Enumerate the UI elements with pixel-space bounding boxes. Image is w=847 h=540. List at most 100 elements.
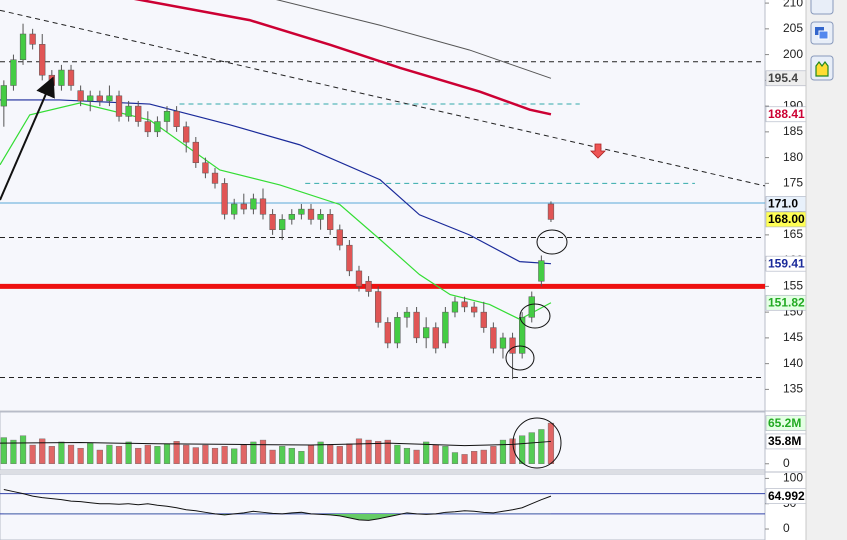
volume-bar bbox=[547, 422, 555, 464]
y-tick-label: 185 bbox=[783, 124, 803, 138]
candle-body bbox=[0, 85, 7, 107]
candle-body bbox=[499, 337, 507, 349]
y-tick-label: 135 bbox=[783, 382, 803, 396]
volume-bar bbox=[87, 442, 94, 464]
y-tick-label: 145 bbox=[783, 330, 803, 344]
volume-bar bbox=[67, 444, 75, 464]
candle-body bbox=[29, 33, 36, 45]
volume-bar bbox=[58, 441, 65, 464]
toolbar bbox=[805, 0, 847, 540]
price-panel bbox=[0, 0, 765, 410]
candle-body bbox=[327, 214, 334, 230]
volume-bar bbox=[461, 454, 468, 464]
volume-bar bbox=[413, 449, 420, 464]
volume-bar bbox=[19, 435, 27, 464]
volume-bar bbox=[144, 444, 151, 464]
moving-average-line bbox=[0, 99, 551, 265]
volume-bar bbox=[115, 446, 123, 464]
candle-body bbox=[231, 203, 238, 215]
candle-body bbox=[307, 208, 315, 220]
candle-body bbox=[490, 327, 497, 349]
moving-average-line bbox=[275, 0, 552, 79]
volume-bar bbox=[490, 446, 497, 464]
candle-body bbox=[384, 322, 391, 344]
volume-bar bbox=[423, 441, 430, 464]
volume-bar bbox=[135, 447, 142, 464]
volume-bar bbox=[29, 444, 36, 464]
axes: 1351401451501551601651701751801851901952… bbox=[765, 0, 808, 535]
icon bbox=[815, 61, 829, 77]
candle-body bbox=[135, 105, 142, 122]
volume-bar bbox=[327, 444, 334, 464]
moving-average-line bbox=[0, 440, 551, 447]
volume-bar bbox=[279, 446, 286, 464]
candle-body bbox=[317, 214, 324, 220]
candle-body bbox=[125, 105, 132, 117]
alert-arrow bbox=[590, 143, 606, 159]
candle-body bbox=[106, 95, 113, 102]
volume-bar bbox=[538, 429, 545, 464]
y-tick-label: 205 bbox=[783, 21, 803, 35]
candle-body bbox=[365, 280, 372, 292]
volume-bar bbox=[269, 449, 276, 464]
volume-bar bbox=[317, 441, 324, 464]
price-tag-label: 168.00 bbox=[768, 212, 805, 226]
candle-body bbox=[336, 229, 343, 246]
candle-body bbox=[240, 203, 247, 210]
moving-average-line bbox=[133, 0, 552, 116]
volume-bar bbox=[432, 444, 439, 464]
candle-body bbox=[403, 311, 411, 318]
candle-body bbox=[394, 317, 401, 344]
candle-body bbox=[183, 126, 190, 143]
candle-body bbox=[471, 306, 478, 313]
volume-bar bbox=[442, 446, 449, 464]
circle-annotation bbox=[505, 345, 535, 371]
candle-body bbox=[288, 214, 295, 220]
toolbar-bg bbox=[806, 0, 847, 540]
oscillator-panel bbox=[0, 473, 766, 540]
trend-line bbox=[0, 9, 765, 187]
volume-bar bbox=[183, 444, 190, 464]
candle-body bbox=[519, 317, 526, 354]
candle-body bbox=[192, 141, 199, 164]
y-tick-label: 200 bbox=[783, 47, 803, 61]
candle-body bbox=[115, 95, 123, 117]
candle-body bbox=[355, 270, 363, 287]
circle-annotation bbox=[519, 303, 551, 329]
price-layer bbox=[0, 0, 765, 380]
candle-body bbox=[58, 69, 65, 86]
moving-average-line bbox=[0, 102, 552, 321]
volume-bar bbox=[125, 441, 132, 464]
candle-body bbox=[144, 121, 151, 133]
candle-body bbox=[432, 327, 439, 349]
candle-body bbox=[211, 172, 219, 184]
price-tag-label: 171.0 bbox=[768, 197, 798, 211]
y-tick-label: 0 bbox=[783, 521, 790, 535]
volume-bar bbox=[451, 452, 459, 464]
y-tick-label: 100 bbox=[783, 471, 803, 485]
volume-bar bbox=[384, 439, 391, 464]
price-tag-label: 195.4 bbox=[768, 71, 798, 85]
volume-bar bbox=[106, 444, 113, 464]
candle-body bbox=[346, 244, 353, 272]
candle-body bbox=[202, 162, 209, 174]
toolbar-button[interactable] bbox=[810, 0, 834, 15]
candle-body bbox=[279, 219, 286, 230]
volume-bar bbox=[39, 438, 46, 464]
icon bbox=[818, 30, 829, 40]
volume-bar bbox=[0, 437, 7, 464]
volume-bar bbox=[77, 447, 84, 464]
candle-body bbox=[173, 111, 180, 127]
price-tag-label: 188.41 bbox=[768, 107, 805, 121]
volume-panel bbox=[0, 411, 766, 471]
volume-bar bbox=[298, 451, 305, 464]
candle-body bbox=[461, 301, 468, 308]
candle-body bbox=[538, 260, 545, 282]
candle-body bbox=[528, 296, 535, 318]
candle-body bbox=[442, 311, 449, 344]
candle-body bbox=[298, 208, 305, 215]
volume-bar bbox=[288, 447, 295, 464]
volume-bar bbox=[365, 439, 372, 464]
